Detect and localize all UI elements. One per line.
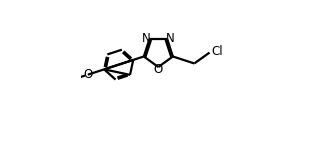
Text: N: N [142,32,151,45]
Text: Cl: Cl [211,45,223,58]
Text: O: O [83,68,92,81]
Text: O: O [154,64,163,77]
Text: N: N [166,32,175,45]
